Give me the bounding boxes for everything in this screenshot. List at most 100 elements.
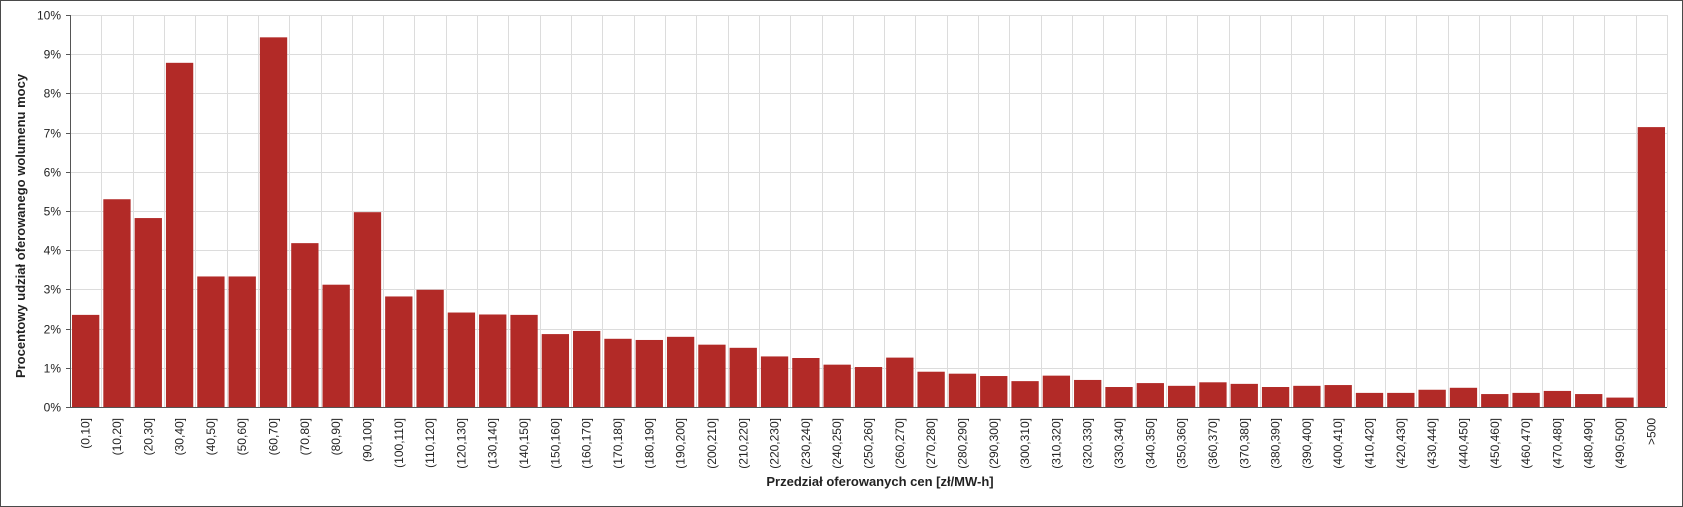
bar	[666, 336, 695, 407]
y-tick-label: 4%	[44, 244, 62, 258]
bar	[948, 373, 977, 407]
x-tick-label: (150,160]	[548, 418, 562, 469]
bar	[1449, 387, 1478, 407]
x-tick-label: (140,150]	[517, 418, 531, 469]
x-axis-title: Przedział oferowanych cen [zł/MW-h]	[766, 474, 993, 489]
bar	[1543, 390, 1572, 407]
x-tick-label: (170,180]	[611, 418, 625, 469]
bar	[1637, 127, 1665, 408]
x-tick-label: (40,50]	[204, 418, 218, 455]
x-tick-label: (280,290]	[955, 418, 969, 469]
x-tick-label: (350,360]	[1175, 418, 1189, 469]
x-tick-label: (430,440]	[1425, 418, 1439, 469]
bar	[604, 338, 632, 407]
x-tick-label: (320,330]	[1081, 418, 1095, 469]
bar	[854, 367, 883, 407]
x-tick-label: (0,10]	[79, 418, 93, 449]
x-tick-label: (480,490]	[1582, 418, 1596, 469]
y-tick-label: 7%	[44, 127, 62, 141]
bar	[103, 199, 131, 407]
axes	[66, 15, 1667, 408]
x-tick-label: (60,70]	[267, 418, 281, 455]
bar	[259, 37, 288, 408]
bar	[1575, 394, 1603, 407]
x-tick-label: >500	[1644, 418, 1658, 445]
bar	[573, 330, 601, 407]
bar	[917, 371, 945, 407]
x-tick-label: (450,460]	[1488, 418, 1502, 469]
x-tick-label: (80,90]	[329, 418, 343, 455]
bars	[72, 37, 1665, 408]
bar	[886, 357, 914, 407]
bar	[165, 62, 194, 407]
x-tick-label: (330,340]	[1112, 418, 1126, 469]
bar	[72, 314, 100, 407]
bar	[447, 312, 476, 407]
bar	[385, 296, 413, 407]
bar	[1011, 381, 1039, 407]
x-tick-labels: (0,10] (10,20] (20,30] (30,40] (40,50] (50,60…	[79, 418, 1659, 469]
bar	[1261, 387, 1290, 407]
x-tick-label: (260,270]	[893, 418, 907, 469]
bar	[1230, 383, 1258, 407]
y-tick-label: 6%	[44, 166, 62, 180]
bar	[353, 212, 382, 407]
x-tick-label: (210,220]	[736, 418, 750, 469]
bar	[1199, 382, 1227, 407]
y-tick-label: 8%	[44, 87, 62, 101]
bar	[1324, 385, 1352, 407]
y-tick-label: 5%	[44, 205, 62, 219]
bar	[1136, 383, 1164, 407]
x-tick-label: (230,240]	[799, 418, 813, 469]
bar	[416, 289, 444, 407]
x-tick-label: (190,200]	[674, 418, 688, 469]
y-tick-label: 1%	[44, 362, 62, 376]
bar	[322, 284, 350, 407]
x-tick-label: (370,380]	[1237, 418, 1251, 469]
bar	[541, 334, 570, 407]
bar	[1167, 385, 1196, 407]
y-axis-title: Procentowy udział oferowanego wolumenu m…	[13, 73, 28, 378]
x-tick-label: (290,300]	[987, 418, 1001, 469]
x-tick-label: (380,390]	[1269, 418, 1283, 469]
bar	[980, 376, 1008, 407]
x-tick-label: (160,170]	[580, 418, 594, 469]
x-tick-label: (240,250]	[830, 418, 844, 469]
y-tick-label: 9%	[44, 48, 62, 62]
x-tick-label: (300,310]	[1018, 418, 1032, 469]
bar	[635, 339, 663, 407]
x-tick-label: (400,410]	[1331, 418, 1345, 469]
x-tick-label: (340,350]	[1143, 418, 1157, 469]
x-tick-label: (30,40]	[173, 418, 187, 455]
bar	[1074, 379, 1102, 407]
bar	[1042, 375, 1071, 407]
bar	[1355, 392, 1384, 407]
bar	[291, 243, 319, 407]
x-tick-label: (490,500]	[1613, 418, 1627, 469]
y-tick-labels: 0% 1% 2% 3% 4% 5% 6% 7% 8% 9% 10%	[37, 9, 61, 415]
x-tick-label: (250,260]	[862, 418, 876, 469]
bar	[1606, 397, 1634, 407]
bar	[698, 344, 726, 407]
x-tick-label: (310,320]	[1049, 418, 1063, 469]
bar	[792, 358, 820, 407]
bar	[479, 314, 507, 407]
bar	[510, 314, 538, 407]
x-tick-label: (360,370]	[1206, 418, 1220, 469]
bar	[760, 356, 789, 407]
x-tick-label: (130,140]	[486, 418, 500, 469]
x-tick-label: (420,430]	[1394, 418, 1408, 469]
bar	[1418, 389, 1446, 407]
y-tick-label: 2%	[44, 323, 62, 337]
x-tick-label: (180,190]	[642, 418, 656, 469]
x-tick-label: (470,480]	[1550, 418, 1564, 469]
x-tick-label: (410,420]	[1363, 418, 1377, 469]
x-tick-label: (460,470]	[1519, 418, 1533, 469]
y-tick-label: 0%	[44, 401, 62, 415]
x-tick-label: (120,130]	[454, 418, 468, 469]
x-tick-label: (70,80]	[298, 418, 312, 455]
bar	[1481, 394, 1509, 407]
x-tick-label: (20,30]	[141, 418, 155, 455]
x-tick-label: (200,210]	[705, 418, 719, 469]
